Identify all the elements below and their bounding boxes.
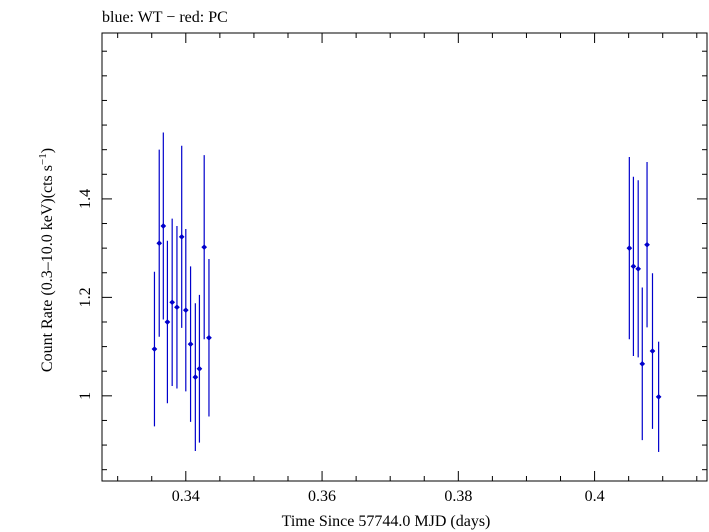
point-marker <box>151 346 158 352</box>
point-marker <box>626 245 633 251</box>
y-tick-label: 1.4 <box>77 189 94 209</box>
point-marker <box>644 241 650 248</box>
y-axis-label-sup: −1 <box>37 153 49 165</box>
chart-title: blue: WT − red: PC <box>102 9 228 26</box>
point-marker <box>649 348 656 354</box>
data-point <box>192 303 199 451</box>
data-point <box>626 157 633 340</box>
point-marker <box>201 244 208 250</box>
y-axis-label-main: Count Rate (0.3–10.0 keV)(cts s <box>39 165 56 372</box>
point-marker <box>174 304 180 311</box>
point-marker <box>639 361 646 367</box>
data-point <box>151 271 158 427</box>
point-marker <box>160 223 167 229</box>
y-axis-label-close: ) <box>39 148 56 153</box>
x-tick-labels: 0.34 0.36 0.38 0.4 <box>172 488 605 505</box>
data-point <box>156 149 163 337</box>
data-point <box>196 294 203 443</box>
y-axis-label: Count Rate (0.3–10.0 keV)(cts s−1) <box>37 148 56 372</box>
x-tick-label: 0.38 <box>444 488 472 505</box>
data-point <box>169 218 176 386</box>
point-marker <box>182 307 189 313</box>
x-tick-label: 0.36 <box>308 488 336 505</box>
point-marker <box>164 319 171 325</box>
data-point <box>201 155 208 340</box>
data-point <box>655 341 662 452</box>
x-tick-label: 0.4 <box>585 488 605 505</box>
y-tick-label: 1.2 <box>77 287 94 307</box>
data-point <box>187 266 194 422</box>
y-tick-labels: 1 1.2 1.4 <box>77 189 94 400</box>
data-point <box>206 258 212 417</box>
data-point <box>649 273 656 429</box>
point-marker <box>169 299 176 306</box>
data-point <box>174 225 180 389</box>
point-marker <box>187 341 194 347</box>
data-point <box>164 240 171 404</box>
data-point <box>178 145 185 328</box>
point-marker <box>178 233 185 240</box>
data-point <box>630 176 637 356</box>
plot-frame <box>101 32 708 482</box>
point-marker <box>156 240 163 247</box>
point-marker <box>635 265 642 272</box>
data-point <box>182 228 189 392</box>
data-points <box>151 132 662 452</box>
point-marker <box>655 393 662 400</box>
point-marker <box>630 263 637 270</box>
point-marker <box>196 365 203 372</box>
point-marker <box>192 374 199 380</box>
x-axis-label: Time Since 57744.0 MJD (days) <box>282 513 491 530</box>
data-point <box>644 161 650 328</box>
axis-ticks <box>102 33 707 481</box>
y-tick-label: 1 <box>77 392 94 400</box>
data-point <box>639 287 646 441</box>
data-point <box>160 132 167 320</box>
point-marker <box>206 334 212 341</box>
x-tick-label: 0.34 <box>172 488 200 505</box>
data-point <box>635 180 642 358</box>
